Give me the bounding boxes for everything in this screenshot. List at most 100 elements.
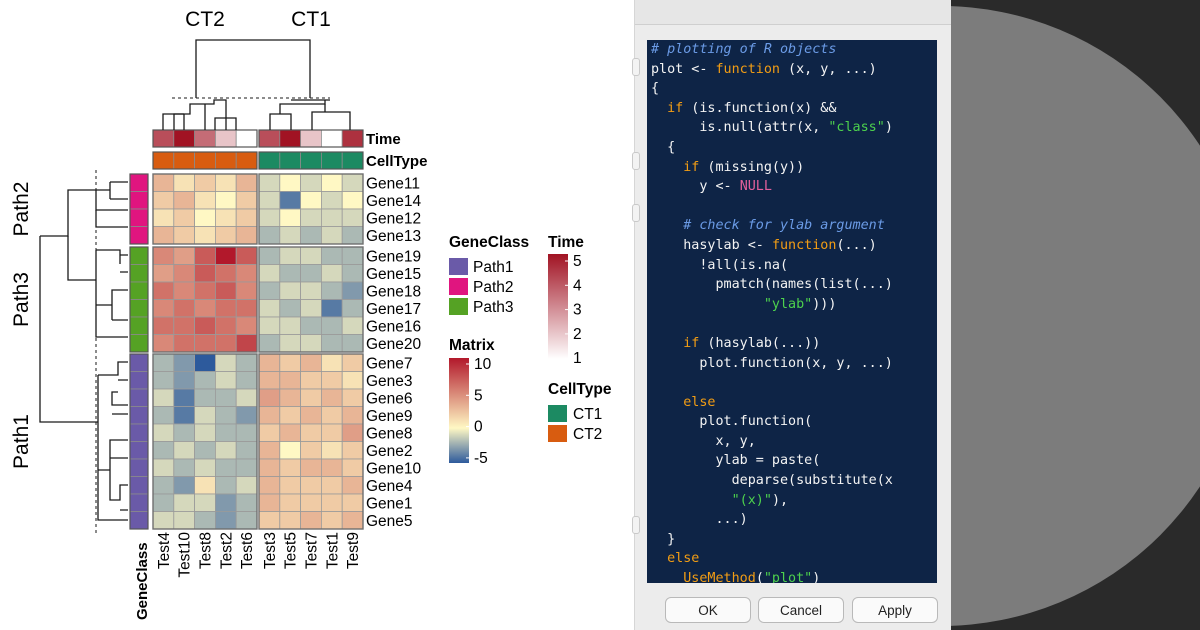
column-dendrogram-branch	[279, 100, 326, 114]
heatmap-cell	[152, 299, 175, 318]
code-token: UseMethod	[683, 571, 756, 583]
code-line: "ylab")))	[651, 295, 937, 315]
heatmap-cell	[258, 371, 281, 390]
code-line: plot.function(x, y, ...)	[651, 354, 937, 374]
heatmap-cell	[300, 353, 322, 372]
code-token: (missing(y))	[699, 159, 805, 175]
heatmap-cell	[152, 511, 175, 530]
time-annotation-cell	[320, 129, 343, 148]
code-editor[interactable]: # plotting of R objects plot <- function …	[647, 40, 937, 583]
heatmap-slice-border	[152, 246, 258, 353]
heatmap-cell	[320, 191, 343, 210]
heatmap-cell	[300, 173, 322, 192]
row-label: Gene9	[366, 408, 413, 425]
heatmap-cell	[214, 353, 237, 372]
heatmap-cell	[258, 388, 281, 407]
heatmap-cell	[194, 353, 216, 372]
heatmap-cell	[300, 511, 322, 530]
column-label: Test2	[218, 532, 235, 569]
time-annotation-border	[258, 129, 364, 148]
code-line: if (missing(y))	[651, 158, 937, 178]
splitter-handle[interactable]	[632, 516, 640, 534]
heatmap-cell	[320, 353, 343, 372]
code-token: function	[715, 61, 781, 77]
ok-button[interactable]: OK	[665, 597, 751, 623]
apply-button[interactable]: Apply	[852, 597, 938, 623]
splitter-handle[interactable]	[632, 152, 640, 170]
code-token: if	[683, 159, 700, 175]
heatmap-cell	[320, 246, 343, 265]
row-label: Gene11	[366, 175, 420, 192]
heatmap-cell	[320, 299, 343, 318]
heatmap-cell	[258, 299, 281, 318]
heatmap-cell	[194, 173, 216, 192]
heatmap-cell	[320, 476, 343, 495]
code-line	[651, 197, 937, 217]
code-token: ),	[771, 492, 789, 508]
row-label: Gene7	[366, 355, 413, 372]
code-token: }	[651, 531, 676, 547]
heatmap-cell	[214, 246, 237, 265]
column-split-title: CT2	[185, 8, 225, 31]
heatmap-cell	[300, 423, 322, 442]
geneclass-annotation-cell	[129, 493, 149, 512]
cancel-button[interactable]: Cancel	[758, 597, 844, 623]
row-label: Gene20	[366, 336, 422, 353]
heatmap-cell	[214, 334, 237, 353]
geneclass-annotation-cell	[129, 191, 149, 210]
geneclass-annotation-cell	[129, 406, 149, 425]
heatmap-cell	[235, 441, 258, 460]
heatmap-cell	[194, 208, 216, 227]
heatmap-cell	[320, 441, 343, 460]
geneclass-legend-swatch	[449, 298, 468, 315]
background-circle	[951, 6, 1200, 626]
splitter-handle[interactable]	[632, 58, 640, 76]
heatmap-cell	[320, 388, 343, 407]
heatmap-cell	[320, 226, 343, 245]
geneclass-annotation-cell	[129, 476, 149, 495]
code-token: "plot"	[763, 571, 813, 583]
code-line: x, y,	[651, 432, 937, 452]
heatmap-cell	[214, 423, 237, 442]
heatmap-cell	[258, 316, 281, 335]
heatmap-cell	[235, 299, 258, 318]
heatmap-cell	[194, 299, 216, 318]
heatmap-cell	[279, 371, 301, 390]
heatmap-cell	[341, 191, 364, 210]
geneclass-annotation-cell	[129, 246, 149, 265]
heatmap-cell	[300, 264, 322, 283]
code-token: (hasylab(...))	[699, 335, 821, 351]
geneclass-annotation-cell	[129, 334, 149, 353]
row-split-title: Path2	[10, 182, 33, 237]
code-token: )	[812, 571, 821, 583]
heatmap-cell	[279, 423, 301, 442]
code-token: (...)	[836, 237, 877, 253]
code-token	[651, 551, 667, 566]
heatmap-cell	[194, 334, 216, 353]
matrix-legend-colorbar	[449, 358, 469, 463]
column-dendrogram-branch	[214, 117, 237, 130]
splitter-handle[interactable]	[632, 204, 640, 222]
column-label: Test1	[324, 532, 341, 569]
heatmap-cell	[152, 191, 175, 210]
column-label: Test6	[239, 532, 256, 569]
heatmap-cell	[152, 371, 175, 390]
heatmap-cell	[341, 299, 364, 318]
heatmap-cell	[341, 246, 364, 265]
heatmap-cell	[173, 353, 196, 372]
time-annotation-cell	[341, 129, 364, 148]
code-token	[651, 101, 667, 116]
heatmap-cell	[341, 353, 364, 372]
heatmap-cell	[194, 191, 216, 210]
heatmap-cell	[173, 406, 196, 425]
geneclass-legend-label: Path1	[473, 259, 514, 276]
heatmap-cell	[258, 246, 281, 265]
time-annotation-cell	[279, 129, 301, 148]
heatmap-cell	[194, 406, 216, 425]
heatmap-cell	[279, 208, 301, 227]
heatmap-cell	[152, 173, 175, 192]
heatmap-cell	[214, 406, 237, 425]
column-label: Test5	[283, 532, 300, 569]
heatmap-cell	[173, 423, 196, 442]
row-label: Gene10	[366, 460, 422, 477]
